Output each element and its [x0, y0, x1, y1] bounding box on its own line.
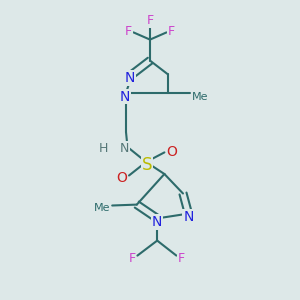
Text: O: O	[167, 145, 177, 158]
Text: N: N	[124, 71, 135, 85]
Text: N: N	[152, 215, 162, 229]
Text: Me: Me	[192, 92, 208, 102]
Text: F: F	[146, 14, 154, 28]
Text: F: F	[128, 252, 136, 265]
Text: Me: Me	[94, 202, 110, 213]
Text: F: F	[125, 25, 132, 38]
Text: H: H	[99, 142, 109, 155]
Text: F: F	[168, 25, 175, 38]
Text: F: F	[178, 252, 185, 265]
Text: S: S	[142, 156, 152, 174]
Text: N: N	[119, 90, 130, 104]
Text: O: O	[117, 172, 128, 185]
Text: N: N	[183, 210, 194, 224]
Text: N: N	[120, 142, 129, 155]
